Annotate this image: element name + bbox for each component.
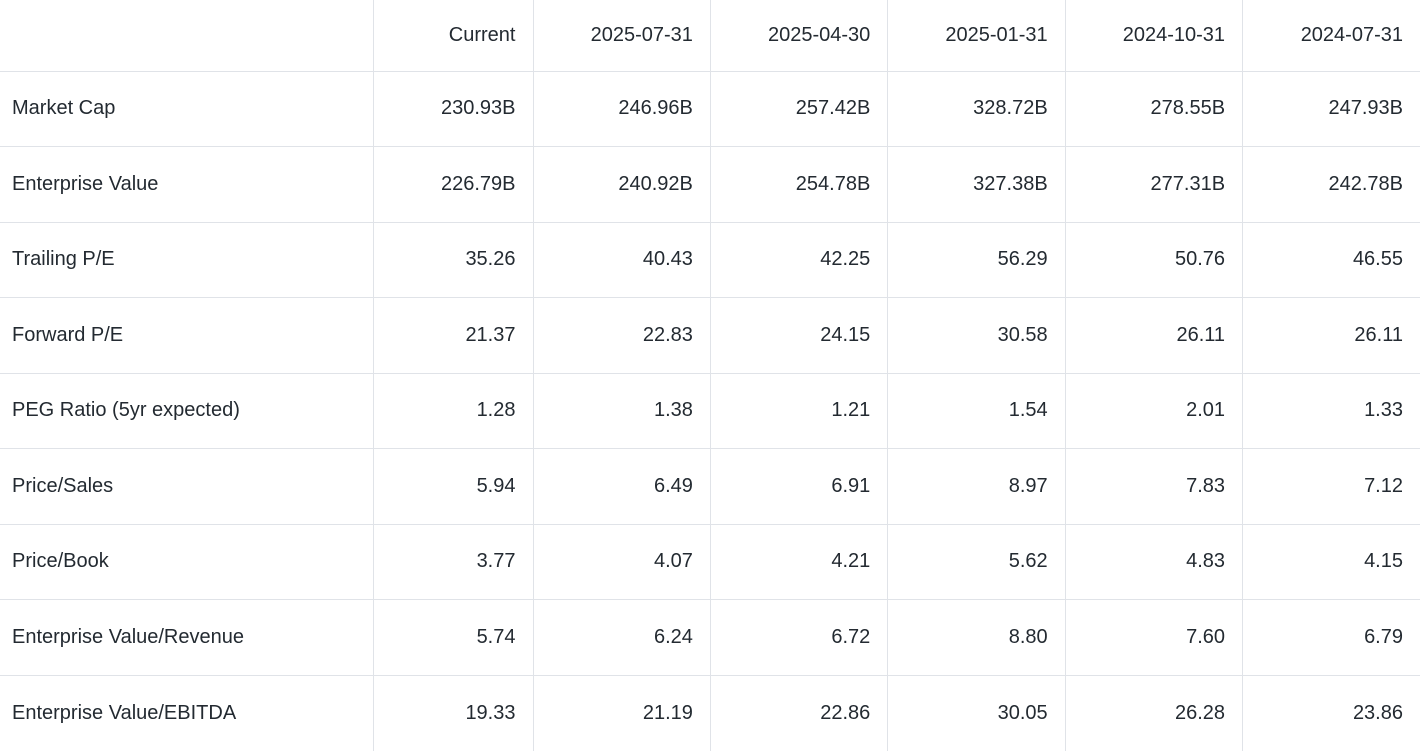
value-cell: 26.11	[1064, 297, 1243, 373]
value-cell: 26.11	[1242, 297, 1420, 373]
value-cell: 7.83	[1064, 448, 1243, 524]
value-cell: 230.93B	[372, 71, 533, 147]
value-cell: 257.42B	[709, 71, 888, 147]
column-header: 2025-04-30	[709, 0, 888, 72]
value-cell: 1.38	[532, 372, 711, 449]
value-cell: 46.55	[1242, 221, 1420, 298]
table-row: Enterprise Value 226.79B 240.92B 254.78B 327…	[0, 146, 1420, 222]
value-cell: 242.78B	[1242, 146, 1420, 222]
row-label: Price/Book	[0, 523, 373, 600]
value-cell: 6.91	[709, 448, 888, 524]
column-header: 2025-01-31	[887, 0, 1066, 72]
table-row: Forward P/E 21.37 22.83 24.15 30.58 26.11 26.1…	[0, 297, 1420, 373]
value-cell: 4.21	[709, 523, 888, 600]
column-header: Current	[372, 0, 533, 72]
value-cell: 42.25	[709, 221, 888, 298]
value-cell: 8.97	[887, 448, 1066, 524]
value-cell: 5.62	[887, 523, 1066, 600]
row-label: Trailing P/E	[0, 221, 373, 298]
row-label: PEG Ratio (5yr expected)	[0, 372, 373, 449]
table-row: Price/Book 3.77 4.07 4.21 5.62 4.83 4.15	[0, 523, 1420, 600]
value-cell: 30.58	[887, 297, 1066, 373]
value-cell: 6.72	[709, 599, 888, 675]
value-cell: 328.72B	[887, 71, 1066, 147]
value-cell: 30.05	[887, 674, 1066, 751]
value-cell: 226.79B	[372, 146, 533, 222]
value-cell: 2.01	[1064, 372, 1243, 449]
row-label: Price/Sales	[0, 448, 373, 524]
value-cell: 247.93B	[1242, 71, 1420, 147]
table-row: PEG Ratio (5yr expected) 1.28 1.38 1.21 1.54…	[0, 372, 1420, 449]
value-cell: 21.37	[372, 297, 533, 373]
value-cell: 22.86	[709, 674, 888, 751]
value-cell: 21.19	[532, 674, 711, 751]
table-body: Market Cap 230.93B 246.96B 257.42B 328.72B 27…	[0, 71, 1420, 751]
value-cell: 4.07	[532, 523, 711, 600]
value-cell: 23.86	[1242, 674, 1420, 751]
value-cell: 40.43	[532, 221, 711, 298]
value-cell: 6.79	[1242, 599, 1420, 675]
row-label: Enterprise Value/EBITDA	[0, 674, 373, 751]
column-header: 2024-10-31	[1064, 0, 1243, 72]
table-row: Market Cap 230.93B 246.96B 257.42B 328.72B 27…	[0, 71, 1420, 147]
row-label: Forward P/E	[0, 297, 373, 373]
value-cell: 4.83	[1064, 523, 1243, 600]
row-label: Market Cap	[0, 71, 373, 147]
value-cell: 1.54	[887, 372, 1066, 449]
value-cell: 7.12	[1242, 448, 1420, 524]
value-cell: 19.33	[372, 674, 533, 751]
corner-cell	[0, 0, 373, 72]
value-cell: 3.77	[372, 523, 533, 600]
value-cell: 22.83	[532, 297, 711, 373]
value-cell: 240.92B	[532, 146, 711, 222]
value-cell: 254.78B	[709, 146, 888, 222]
table-row: Price/Sales 5.94 6.49 6.91 8.97 7.83 7.12	[0, 448, 1420, 524]
value-cell: 35.26	[372, 221, 533, 298]
header-row: Current 2025-07-31 2025-04-30 2025-01-31 202…	[0, 0, 1420, 72]
value-cell: 1.33	[1242, 372, 1420, 449]
value-cell: 4.15	[1242, 523, 1420, 600]
value-cell: 5.94	[372, 448, 533, 524]
value-cell: 278.55B	[1064, 71, 1243, 147]
value-cell: 5.74	[372, 599, 533, 675]
value-cell: 1.21	[709, 372, 888, 449]
value-cell: 24.15	[709, 297, 888, 373]
table-row: Trailing P/E 35.26 40.43 42.25 56.29 50.76 46.…	[0, 221, 1420, 298]
value-cell: 26.28	[1064, 674, 1243, 751]
value-cell: 327.38B	[887, 146, 1066, 222]
value-cell: 1.28	[372, 372, 533, 449]
value-cell: 7.60	[1064, 599, 1243, 675]
row-label: Enterprise Value	[0, 146, 373, 222]
value-cell: 50.76	[1064, 221, 1243, 298]
value-cell: 6.49	[532, 448, 711, 524]
table-row: Enterprise Value/EBITDA 19.33 21.19 22.86 30…	[0, 674, 1420, 751]
value-cell: 6.24	[532, 599, 711, 675]
value-cell: 277.31B	[1064, 146, 1243, 222]
value-cell: 56.29	[887, 221, 1066, 298]
column-header: 2024-07-31	[1242, 0, 1420, 72]
value-cell: 8.80	[887, 599, 1066, 675]
table-row: Enterprise Value/Revenue 5.74 6.24 6.72 8.80…	[0, 599, 1420, 675]
row-label: Enterprise Value/Revenue	[0, 599, 373, 675]
column-header: 2025-07-31	[532, 0, 711, 72]
value-cell: 246.96B	[532, 71, 711, 147]
